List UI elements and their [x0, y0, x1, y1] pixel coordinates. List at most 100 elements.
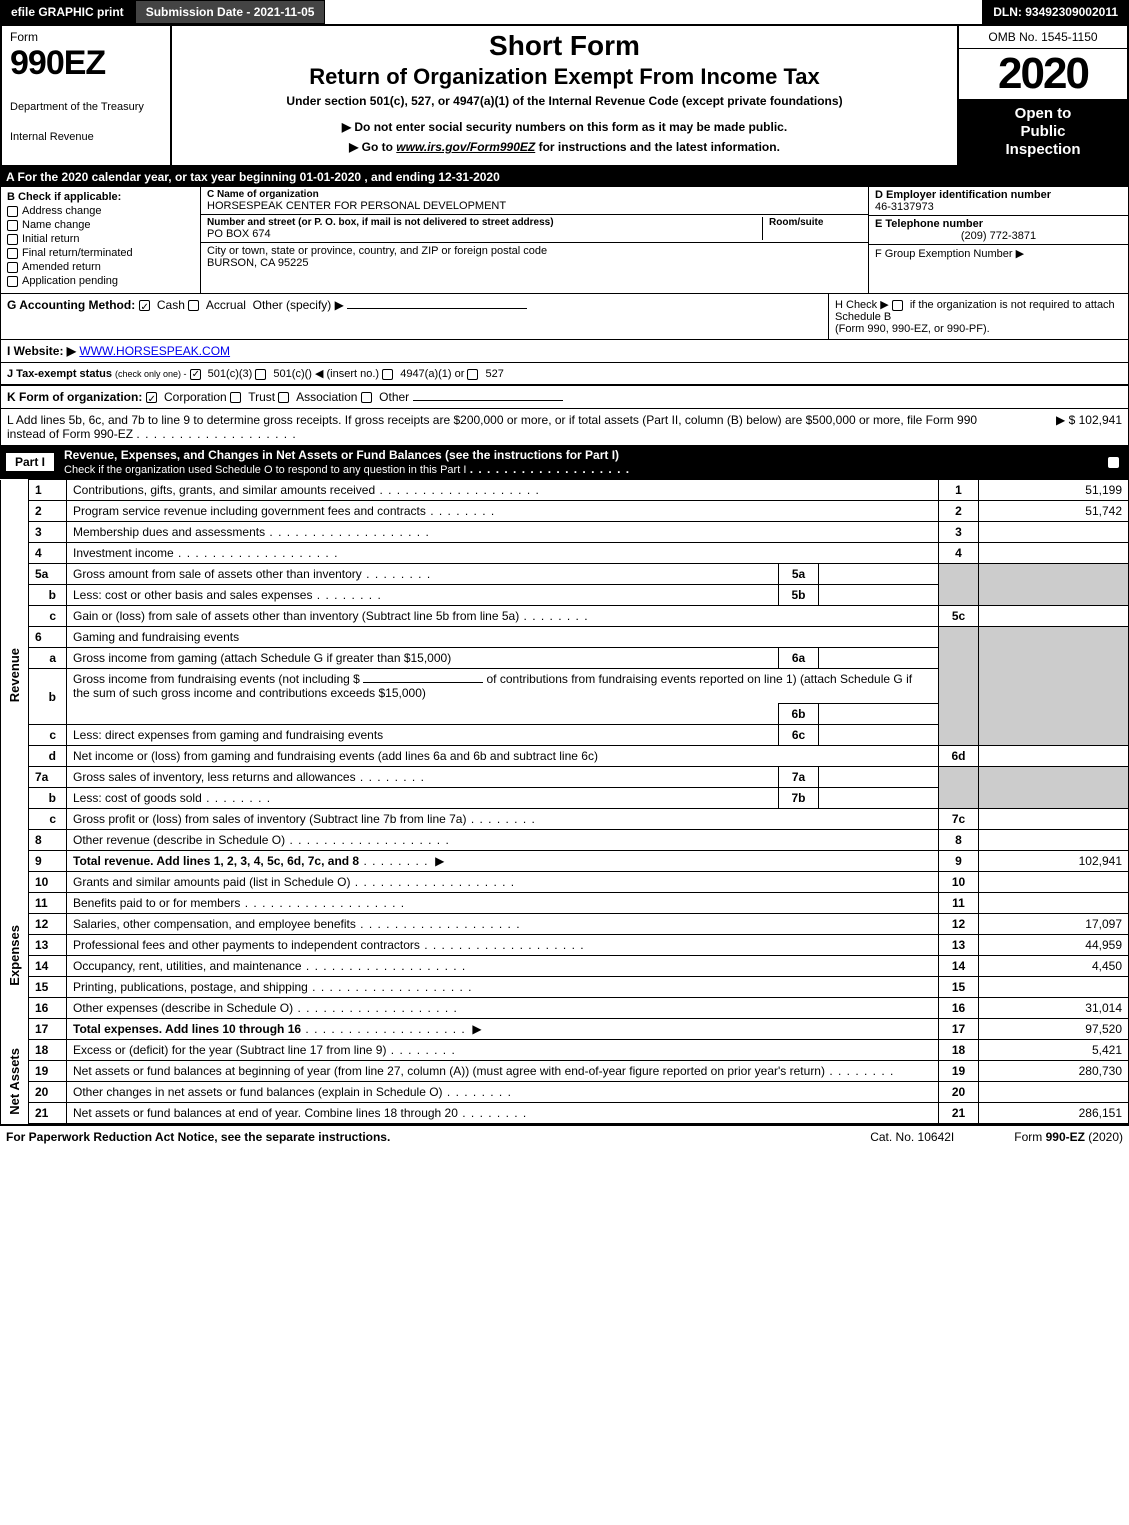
checkbox-icon[interactable]: [361, 392, 372, 403]
form-ref: Form 990-EZ (2020): [1014, 1130, 1123, 1144]
table-row: 2 Program service revenue including gove…: [1, 501, 1129, 522]
sub-col: 6c: [779, 725, 819, 746]
line-num: 2: [29, 501, 67, 522]
sub-col: 7b: [779, 788, 819, 809]
checkbox-icon[interactable]: [892, 300, 903, 311]
line-num: c: [29, 809, 67, 830]
line-col: 1: [939, 480, 979, 501]
chk-name-change[interactable]: Name change: [7, 219, 194, 231]
g-label: G Accounting Method:: [7, 298, 135, 312]
ein-cell: D Employer identification number 46-3137…: [869, 187, 1128, 216]
form-number: 990EZ: [10, 44, 162, 83]
line-col: 6d: [939, 746, 979, 767]
chk-initial-return[interactable]: Initial return: [7, 233, 194, 245]
line-val: [979, 1082, 1129, 1103]
table-row: c Gross profit or (loss) from sales of i…: [1, 809, 1129, 830]
checkbox-icon[interactable]: [278, 392, 289, 403]
org-name-row: C Name of organization HORSESPEAK CENTER…: [201, 187, 868, 215]
k-o2: Trust: [248, 390, 275, 404]
blank-line: [363, 682, 483, 683]
efile-print-button[interactable]: efile GRAPHIC print: [0, 0, 135, 24]
checkbox-icon: [7, 220, 18, 231]
line-desc: Benefits paid to or for members: [67, 893, 939, 914]
table-row: Net Assets 18 Excess or (deficit) for th…: [1, 1040, 1129, 1061]
chk-amended-return[interactable]: Amended return: [7, 261, 194, 273]
line-desc: Membership dues and assessments: [67, 522, 939, 543]
checkbox-icon[interactable]: [230, 392, 241, 403]
checkbox-icon[interactable]: [467, 369, 478, 380]
checkbox-icon[interactable]: [139, 300, 150, 311]
line-desc: Other changes in net assets or fund bala…: [67, 1082, 939, 1103]
line-num: 9: [29, 851, 67, 872]
checkbox-icon[interactable]: [188, 300, 199, 311]
sub-val: [819, 564, 939, 585]
line-num: 7a: [29, 767, 67, 788]
line-col: 11: [939, 893, 979, 914]
checkbox-icon[interactable]: [146, 392, 157, 403]
chk-label: Amended return: [22, 261, 101, 273]
line-num: 17: [29, 1019, 67, 1040]
line-val: [979, 893, 1129, 914]
g-row: G Accounting Method: Cash Accrual Other …: [1, 294, 828, 339]
chk-address-change[interactable]: Address change: [7, 205, 194, 217]
table-row: d Net income or (loss) from gaming and f…: [1, 746, 1129, 767]
checkbox-icon[interactable]: [190, 369, 201, 380]
table-row: 4 Investment income 4: [1, 543, 1129, 564]
checkbox-icon[interactable]: [382, 369, 393, 380]
checkbox-icon[interactable]: [1108, 457, 1119, 468]
line-desc: Other expenses (describe in Schedule O): [67, 998, 939, 1019]
line-col: 16: [939, 998, 979, 1019]
checkbox-icon[interactable]: [255, 369, 266, 380]
phone-value: (209) 772-3871: [875, 230, 1122, 242]
website-link[interactable]: WWW.HORSESPEAK.COM: [79, 344, 230, 358]
k-row: K Form of organization: Corporation Trus…: [0, 386, 1129, 408]
line-desc: Net income or (loss) from gaming and fun…: [67, 746, 939, 767]
line-val: 44,959: [979, 935, 1129, 956]
6b-pre: Gross income from fundraising events (no…: [73, 672, 360, 686]
checkbox-icon: [7, 262, 18, 273]
table-row: 19 Net assets or fund balances at beginn…: [1, 1061, 1129, 1082]
city-value: BURSON, CA 95225: [207, 257, 862, 269]
line-val: 31,014: [979, 998, 1129, 1019]
header-right: OMB No. 1545-1150 2020 Open to Public In…: [957, 26, 1127, 165]
chk-final-return[interactable]: Final return/terminated: [7, 247, 194, 259]
netassets-label: Net Assets: [7, 1048, 22, 1115]
header-center: Short Form Return of Organization Exempt…: [172, 26, 957, 165]
table-row: 14 Occupancy, rent, utilities, and maint…: [1, 956, 1129, 977]
irs-link[interactable]: www.irs.gov/Form990EZ: [396, 140, 535, 154]
addr-value: PO BOX 674: [207, 228, 762, 240]
gray-cell: [979, 627, 1129, 746]
org-info: C Name of organization HORSESPEAK CENTER…: [201, 187, 868, 293]
phone-cell: E Telephone number (209) 772-3871: [869, 216, 1128, 245]
checkbox-icon: [7, 248, 18, 259]
line-desc: Gross profit or (loss) from sales of inv…: [67, 809, 939, 830]
line-num: 10: [29, 872, 67, 893]
ein-value: 46-3137973: [875, 201, 1122, 213]
table-row: 12 Salaries, other compensation, and emp…: [1, 914, 1129, 935]
sub-val: [819, 767, 939, 788]
part-check: [1108, 455, 1123, 469]
line-num: 20: [29, 1082, 67, 1103]
line-val: 51,199: [979, 480, 1129, 501]
line-val: [979, 522, 1129, 543]
line-col: 18: [939, 1040, 979, 1061]
line-val: [979, 977, 1129, 998]
line-desc: [67, 704, 779, 725]
title-return: Return of Organization Exempt From Incom…: [180, 64, 949, 90]
line-num: 12: [29, 914, 67, 935]
gray-cell: [979, 564, 1129, 606]
line-col: 20: [939, 1082, 979, 1103]
part-title-text: Revenue, Expenses, and Changes in Net As…: [64, 448, 619, 462]
line-desc: Net assets or fund balances at beginning…: [67, 1061, 939, 1082]
chk-application-pending[interactable]: Application pending: [7, 275, 194, 287]
inspection-box: Open to Public Inspection: [959, 99, 1127, 165]
line-num: 3: [29, 522, 67, 543]
line-desc: Total expenses. Add lines 10 through 16 …: [67, 1019, 939, 1040]
h-text2: (Form 990, 990-EZ, or 990-PF).: [835, 323, 990, 335]
line-val: 280,730: [979, 1061, 1129, 1082]
line-num: 4: [29, 543, 67, 564]
line-desc: Occupancy, rent, utilities, and maintena…: [67, 956, 939, 977]
line-desc: Total revenue. Add lines 1, 2, 3, 4, 5c,…: [67, 851, 939, 872]
line-val: [979, 746, 1129, 767]
sub-val: [819, 585, 939, 606]
